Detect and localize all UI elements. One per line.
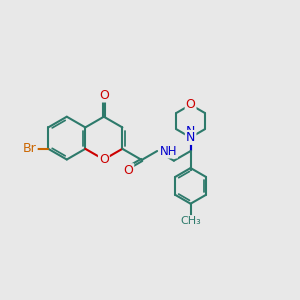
- Text: N: N: [186, 125, 195, 138]
- Text: O: O: [123, 164, 133, 177]
- Text: N: N: [186, 131, 195, 144]
- Text: O: O: [99, 88, 109, 101]
- Text: O: O: [99, 153, 109, 166]
- Text: CH₃: CH₃: [180, 216, 201, 226]
- Text: Br: Br: [23, 142, 37, 155]
- Text: O: O: [186, 98, 196, 111]
- Text: NH: NH: [160, 145, 177, 158]
